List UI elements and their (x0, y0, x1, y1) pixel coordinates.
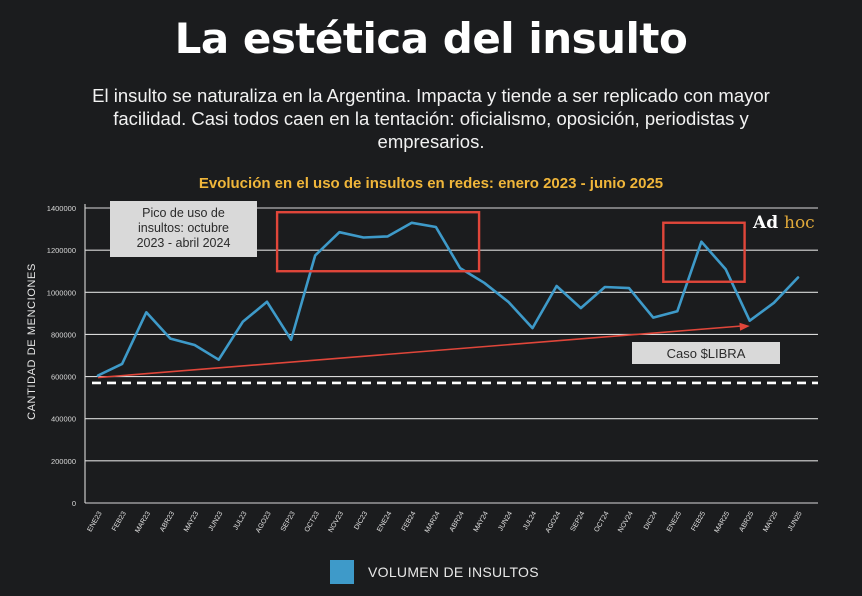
peak-annotation-box (110, 201, 257, 257)
brand-logo-ad: Ad (752, 213, 778, 233)
y-axis-label: CANTIDAD DE MENCIONES (26, 263, 38, 420)
series-line-volumen (96, 221, 800, 377)
highlight-box-1 (275, 211, 481, 273)
peak-annotation-text: 2023 - abril 2024 (137, 236, 231, 250)
page-title: La estética del insulto (174, 14, 688, 63)
trend-arrow-head (739, 322, 750, 331)
y-tick-label: 800000 (51, 330, 76, 339)
y-tick-label: 200000 (51, 457, 76, 466)
y-tick-label: 400000 (51, 415, 76, 424)
x-tick-label: AGO23 (255, 510, 273, 534)
libra-annotation-box (632, 342, 780, 364)
y-tick-label: 0 (72, 499, 76, 508)
x-tick-label: SEP23 (280, 510, 297, 532)
x-tick-label: MAR24 (424, 510, 442, 534)
legend-swatch (330, 560, 354, 584)
peak-annotation-text: Pico de uso de (142, 206, 225, 220)
y-tick-label: 1200000 (47, 246, 76, 255)
x-tick-label: JUN24 (497, 510, 514, 532)
x-tick-label: ABR24 (449, 510, 466, 533)
brand-logo-hoc: hoc (784, 213, 815, 233)
x-tick-label: NOV24 (617, 510, 635, 533)
x-tick-label: OCT24 (593, 510, 610, 533)
x-tick-label: FEB23 (111, 510, 128, 532)
libra-annotation-text: Caso $LIBRA (667, 346, 746, 361)
x-tick-label: JUN25 (787, 510, 804, 532)
x-tick-label: MAY24 (473, 510, 490, 533)
x-tick-label: AGO24 (545, 510, 563, 534)
chart-legend: VOLUMEN DE INSULTOS (330, 560, 539, 584)
y-tick-label: 1400000 (47, 204, 76, 213)
x-tick-label: MAR23 (134, 510, 152, 534)
x-tick-label: ENE23 (87, 510, 104, 533)
x-tick-label: JUL24 (522, 510, 538, 531)
x-tick-label: DIC24 (643, 510, 659, 531)
x-tick-label: MAY23 (183, 510, 200, 533)
x-tick-label: MAY25 (762, 510, 779, 533)
x-tick-label: ENE24 (376, 510, 393, 533)
y-tick-label: 1000000 (47, 288, 76, 297)
x-tick-label: NOV23 (328, 510, 346, 533)
page-subtitle: El insulto se naturaliza en la Argentina… (92, 85, 770, 152)
x-tick-label: OCT23 (304, 510, 321, 533)
x-tick-label: JUN23 (208, 510, 225, 532)
x-tick-label: JUL23 (232, 510, 248, 531)
highlight-box-2 (662, 221, 746, 283)
peak-annotation-text: insultos: octubre (138, 221, 229, 235)
x-tick-label: FEB25 (690, 510, 707, 532)
x-tick-label: MAR25 (714, 510, 732, 534)
x-tick-label: ABR25 (738, 510, 755, 533)
y-tick-label: 600000 (51, 373, 76, 382)
chart-title: Evolución en el uso de insultos en redes… (198, 175, 664, 192)
trend-arrow-line (97, 325, 742, 379)
legend-label: VOLUMEN DE INSULTOS (368, 564, 539, 580)
x-tick-label: SEP24 (570, 510, 587, 532)
x-tick-label: ENE25 (666, 510, 683, 533)
x-tick-label: FEB24 (401, 510, 418, 532)
x-tick-label: ABR23 (159, 510, 176, 533)
x-tick-label: DIC23 (353, 510, 369, 531)
